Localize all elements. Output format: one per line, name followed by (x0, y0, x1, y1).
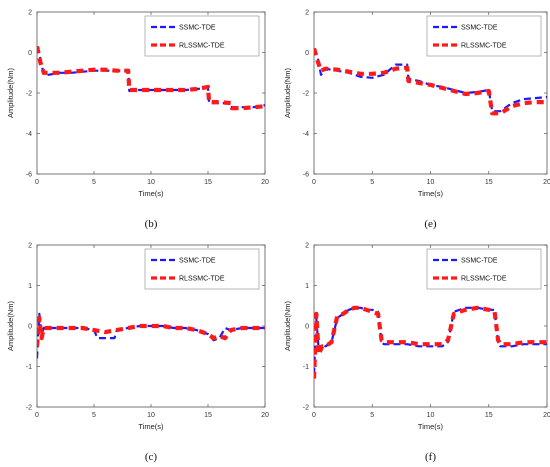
y-tick-label: -4 (26, 131, 32, 138)
y-tick-label: 0 (305, 50, 309, 57)
series-line-rlssmc-tde (37, 45, 265, 111)
y-tick-label: -4 (303, 131, 309, 138)
series-line-rlssmc-tde (37, 315, 265, 347)
chart-panel-c: 0 5 10 15 20210-1-2Time(s)Amplitude(Nm)SSMC-… (6, 243, 269, 464)
x-tick-label: 5 (92, 179, 96, 186)
chart-panel-f: 0 5 10 15 20210-1-2Time(s)Amplitude(Nm)SSMC-… (283, 243, 550, 464)
y-tick-label: -2 (303, 91, 309, 98)
legend: SSMC-TDE RLSSMC-TDE (144, 248, 260, 290)
x-axis-label: Time(s) (418, 189, 444, 198)
y-tick-label: 1 (305, 283, 309, 290)
y-tick-label: -1 (303, 364, 309, 371)
y-axis-label: Amplitude(Nm) (6, 300, 15, 351)
x-tick-label: 20 (543, 412, 550, 419)
x-axis-label: Time(s) (138, 422, 164, 431)
y-tick-label: 0 (28, 324, 32, 331)
series-line-ssmc-tde (37, 312, 265, 359)
panel-caption: (b) (145, 218, 158, 230)
x-tick-label: 0 (312, 179, 316, 186)
series-line-rlssmc-tde (314, 47, 547, 116)
x-tick-label: 15 (485, 412, 493, 419)
legend-label: RLSSMC-TDE (461, 276, 507, 283)
x-axis-label: Time(s) (138, 189, 164, 198)
legend: SSMC-TDE RLSSMC-TDE (426, 248, 542, 290)
y-tick-label: 2 (28, 10, 32, 17)
x-axis-label: Time(s) (418, 422, 444, 431)
series-line-rlssmc-tde (314, 305, 547, 379)
legend-box (426, 248, 542, 290)
y-tick-label: -2 (303, 405, 309, 412)
y-tick-label: 2 (305, 243, 309, 250)
chart-panel-b: 0 5 10 15 2020-2-4-6Time(s)Amplitude(Nm)SSMC… (6, 10, 269, 231)
y-tick-label: 0 (28, 50, 32, 57)
legend-box (144, 248, 260, 290)
y-tick-label: 0 (305, 324, 309, 331)
x-tick-label: 0 (35, 412, 39, 419)
x-tick-label: 20 (543, 179, 550, 186)
x-tick-label: 10 (147, 179, 155, 186)
legend-label: RLSSMC-TDE (179, 43, 225, 50)
panel-caption: (f) (425, 451, 436, 463)
y-tick-label: 1 (28, 283, 32, 290)
y-tick-label: -2 (26, 91, 32, 98)
x-tick-label: 0 (312, 412, 316, 419)
x-tick-label: 20 (261, 179, 269, 186)
x-tick-label: 10 (147, 412, 155, 419)
legend: SSMC-TDE RLSSMC-TDE (144, 15, 260, 57)
x-tick-label: 5 (370, 179, 374, 186)
legend-label: RLSSMC-TDE (179, 276, 225, 283)
x-tick-label: 10 (427, 412, 435, 419)
legend-box (426, 15, 542, 57)
x-tick-label: 15 (204, 412, 212, 419)
y-tick-label: -2 (26, 405, 32, 412)
y-tick-label: -1 (26, 364, 32, 371)
legend: SSMC-TDE RLSSMC-TDE (426, 15, 542, 57)
y-tick-label: 2 (28, 243, 32, 250)
x-tick-label: 15 (485, 179, 493, 186)
x-tick-label: 20 (261, 412, 269, 419)
x-tick-label: 5 (92, 412, 96, 419)
x-tick-label: 10 (427, 179, 435, 186)
x-tick-label: 15 (204, 179, 212, 186)
panel-caption: (c) (145, 451, 158, 463)
y-tick-label: -6 (26, 172, 32, 179)
y-axis-label: Amplitude(Nm) (283, 300, 292, 351)
legend-label: SSMC-TDE (179, 25, 216, 32)
legend-label: SSMC-TDE (179, 258, 216, 265)
legend-label: SSMC-TDE (461, 258, 498, 265)
x-tick-label: 5 (370, 412, 374, 419)
y-axis-label: Amplitude(Nm) (6, 67, 15, 118)
legend-label: SSMC-TDE (461, 25, 498, 32)
x-tick-label: 0 (35, 179, 39, 186)
legend-label: RLSSMC-TDE (461, 43, 507, 50)
panel-caption: (e) (424, 218, 437, 230)
chart-panel-e: 0 5 10 15 2020-2-4-6Time(s)Amplitude(Nm)SSMC… (283, 10, 550, 231)
y-tick-label: -6 (303, 172, 309, 179)
legend-box (144, 15, 260, 57)
y-axis-label: Amplitude(Nm) (283, 67, 292, 118)
y-tick-label: 2 (305, 10, 309, 17)
